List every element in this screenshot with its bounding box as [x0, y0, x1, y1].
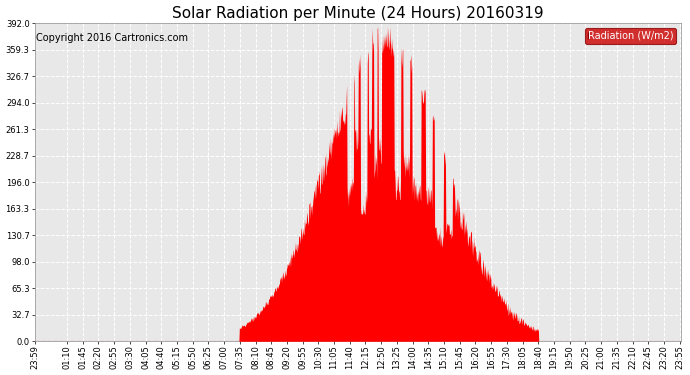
Title: Solar Radiation per Minute (24 Hours) 20160319: Solar Radiation per Minute (24 Hours) 20…: [172, 6, 544, 21]
Legend: Radiation (W/m2): Radiation (W/m2): [584, 28, 676, 44]
Text: Copyright 2016 Cartronics.com: Copyright 2016 Cartronics.com: [37, 33, 188, 43]
